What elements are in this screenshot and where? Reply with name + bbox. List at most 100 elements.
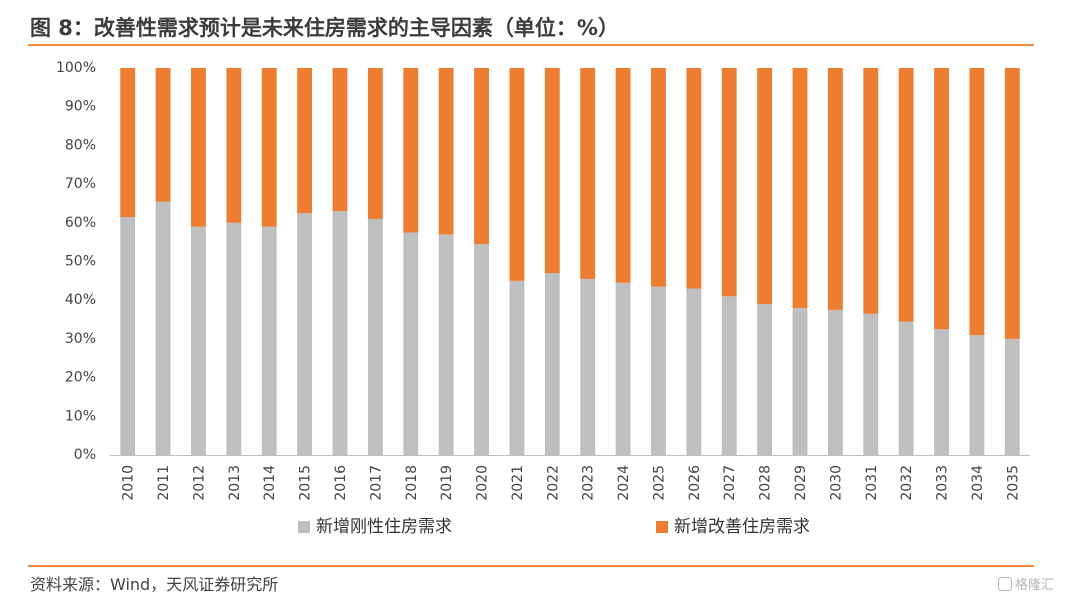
- bar-rigid-2019: [438, 234, 454, 455]
- bar-improve-2013: [226, 68, 242, 223]
- bar-rigid-2014: [261, 226, 277, 455]
- x-tick-label: 2028: [758, 465, 774, 501]
- watermark: 格隆汇: [997, 574, 1054, 593]
- x-tick-label: 2024: [616, 465, 632, 501]
- x-tick-label: 2020: [475, 465, 491, 501]
- x-tick-label: 2027: [722, 465, 738, 501]
- bar-improve-2025: [651, 68, 666, 287]
- bar-rigid-2029: [792, 307, 808, 455]
- x-tick-labels: 2010 2011 2012 2013 2014 2015 2016 2017 2018 2019…: [121, 465, 1022, 501]
- bar-improve-2021: [509, 68, 525, 281]
- x-tick-label: 2021: [510, 465, 526, 501]
- bar-improve-2020: [474, 68, 489, 245]
- bar-improve-2033: [934, 68, 949, 330]
- x-tick-label: 2014: [262, 465, 278, 501]
- y-tick-label: 20%: [65, 370, 96, 386]
- bar-improve-2032: [898, 68, 914, 322]
- bar-rigid-2022: [544, 273, 560, 455]
- chart-bars: [120, 68, 1020, 456]
- bar-rigid-2028: [757, 304, 773, 455]
- bar-rigid-2016: [332, 211, 348, 455]
- x-tick-label: 2029: [793, 465, 809, 501]
- legend-label: 新增刚性住房需求: [316, 517, 452, 537]
- x-tick-label: 2012: [191, 465, 207, 501]
- bar-rigid-2018: [403, 232, 419, 455]
- y-tick-label: 60%: [65, 215, 96, 231]
- x-tick-label: 2030: [828, 465, 844, 501]
- bar-rigid-2020: [474, 244, 489, 455]
- bar-rigid-2031: [863, 313, 879, 455]
- stacked-bar-chart: 2010 2011 2012 2013 2014 2015 2016 2017 2018 2019…: [56, 60, 1030, 537]
- bar-improve-2028: [757, 68, 773, 305]
- bar-rigid-2011: [155, 201, 171, 455]
- bar-rigid-2034: [969, 335, 985, 455]
- bar-improve-2035: [1004, 68, 1020, 339]
- x-tick-label: 2013: [227, 465, 243, 501]
- bar-rigid-2010: [120, 217, 136, 455]
- y-tick-label: 0%: [74, 447, 96, 463]
- bar-improve-2010: [120, 68, 136, 217]
- source-note: 资料来源：Wind，天风证券研究所: [30, 575, 279, 594]
- bar-rigid-2024: [615, 282, 631, 455]
- bar-improve-2012: [191, 68, 206, 227]
- bar-improve-2016: [332, 68, 348, 212]
- bar-rigid-2017: [367, 218, 383, 455]
- x-tick-label: 2023: [581, 465, 597, 501]
- legend-label: 新增改善住房需求: [674, 517, 810, 537]
- bar-improve-2029: [792, 68, 808, 308]
- bar-rigid-2021: [509, 280, 525, 455]
- chart-legend: 新增刚性住房需求 新增改善住房需求: [298, 517, 810, 537]
- x-tick-label: 2016: [333, 465, 349, 501]
- bar-rigid-2015: [297, 213, 313, 456]
- bar-rigid-2012: [191, 226, 206, 455]
- bar-rigid-2023: [580, 278, 596, 455]
- y-tick-label: 80%: [65, 137, 96, 153]
- x-tick-label: 2018: [404, 465, 420, 501]
- x-tick-label: 2015: [298, 465, 314, 501]
- x-tick-label: 2032: [899, 465, 915, 501]
- y-tick-label: 10%: [65, 408, 96, 424]
- x-tick-label: 2010: [121, 465, 137, 501]
- watermark-logo-icon: [997, 577, 1012, 591]
- x-tick-label: 2019: [439, 465, 455, 501]
- bar-improve-2034: [969, 68, 985, 336]
- y-tick-label: 50%: [65, 254, 96, 270]
- x-tick-label: 2033: [935, 465, 951, 501]
- x-tick-label: 2025: [651, 465, 667, 501]
- bar-improve-2027: [721, 68, 737, 297]
- x-tick-label: 2034: [970, 465, 986, 501]
- bar-improve-2018: [403, 68, 419, 233]
- x-tick-label: 2022: [545, 465, 561, 501]
- footer-divider: [28, 565, 1034, 567]
- bar-rigid-2013: [226, 222, 242, 455]
- bar-rigid-2027: [721, 296, 737, 455]
- legend-swatch: [656, 521, 668, 533]
- bar-rigid-2030: [827, 309, 843, 456]
- bar-improve-2019: [438, 68, 454, 235]
- x-tick-label: 2031: [864, 465, 880, 501]
- title-divider: [28, 44, 1034, 46]
- bar-rigid-2032: [898, 321, 914, 455]
- bar-rigid-2033: [934, 329, 949, 455]
- y-tick-label: 100%: [56, 60, 96, 76]
- bar-rigid-2025: [651, 286, 666, 455]
- legend-swatch: [298, 521, 310, 533]
- bar-improve-2017: [367, 68, 383, 219]
- watermark-text: 格隆汇: [1014, 578, 1054, 593]
- bar-improve-2024: [615, 68, 631, 283]
- y-tick-label: 70%: [65, 176, 96, 192]
- x-tick-label: 2011: [156, 465, 172, 501]
- chart-title: 图 8：改善性需求预计是未来住房需求的主导因素（单位：%）: [30, 16, 619, 40]
- bar-rigid-2035: [1004, 338, 1020, 455]
- bar-improve-2023: [580, 68, 596, 279]
- bar-improve-2014: [261, 68, 277, 227]
- bar-improve-2030: [827, 68, 843, 310]
- x-tick-label: 2035: [1005, 465, 1021, 501]
- bar-rigid-2026: [686, 288, 702, 455]
- y-tick-label: 30%: [65, 331, 96, 347]
- bar-improve-2026: [686, 68, 702, 289]
- y-tick-label: 90%: [65, 99, 96, 115]
- x-tick-label: 2026: [687, 465, 703, 501]
- bar-improve-2015: [297, 68, 313, 214]
- y-tick-labels: 0% 10% 20% 30% 40% 50% 60% 70% 80% 90% 100%: [56, 60, 96, 463]
